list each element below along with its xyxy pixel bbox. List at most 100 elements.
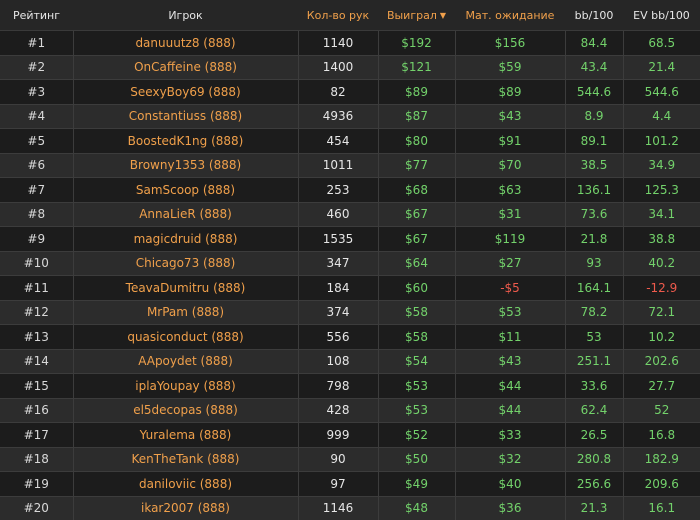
column-header-player[interactable]: Игрок (73, 0, 298, 31)
bb100-cell: 84.4 (565, 31, 623, 56)
ev-cell: $33 (455, 423, 565, 448)
won-cell: $67 (378, 227, 455, 252)
hands-count-cell: 374 (298, 300, 378, 325)
player-name-link[interactable]: Constantiuss (888) (73, 104, 298, 129)
evbb100-cell: 202.6 (623, 349, 700, 374)
player-name-link[interactable]: AnnaLieR (888) (73, 202, 298, 227)
ev-cell: $40 (455, 472, 565, 497)
ev-cell: $11 (455, 325, 565, 350)
evbb100-cell: 21.4 (623, 55, 700, 80)
bb100-cell: 53 (565, 325, 623, 350)
player-name-link[interactable]: TeavaDumitru (888) (73, 276, 298, 301)
won-cell: $50 (378, 447, 455, 472)
won-cell: $67 (378, 202, 455, 227)
rank-cell: #17 (0, 423, 73, 448)
player-name-link[interactable]: iplaYoupay (888) (73, 374, 298, 399)
ev-cell: $43 (455, 349, 565, 374)
player-name-link[interactable]: SamScoop (888) (73, 178, 298, 203)
column-header-evbb100[interactable]: EV bb/100 (623, 0, 700, 31)
player-name-link[interactable]: Chicago73 (888) (73, 251, 298, 276)
rank-cell: #4 (0, 104, 73, 129)
player-name-link[interactable]: MrPam (888) (73, 300, 298, 325)
won-cell: $58 (378, 325, 455, 350)
won-cell: $54 (378, 349, 455, 374)
ev-cell: $27 (455, 251, 565, 276)
column-header-hands[interactable]: Кол-во рук (298, 0, 378, 31)
bb100-cell: 78.2 (565, 300, 623, 325)
bb100-cell: 93 (565, 251, 623, 276)
evbb100-cell: 68.5 (623, 31, 700, 56)
hands-count-cell: 999 (298, 423, 378, 448)
ev-cell: $156 (455, 31, 565, 56)
bb100-cell: 62.4 (565, 398, 623, 423)
ev-cell: $59 (455, 55, 565, 80)
column-header-won-label: Выиграл (387, 9, 437, 22)
player-name-link[interactable]: daniloviic (888) (73, 472, 298, 497)
rank-cell: #11 (0, 276, 73, 301)
ev-cell: $53 (455, 300, 565, 325)
player-name-link[interactable]: AApoydet (888) (73, 349, 298, 374)
evbb100-cell: 38.8 (623, 227, 700, 252)
column-header-rank[interactable]: Рейтинг (0, 0, 73, 31)
won-cell: $53 (378, 374, 455, 399)
won-cell: $87 (378, 104, 455, 129)
bb100-cell: 280.8 (565, 447, 623, 472)
evbb100-cell: 4.4 (623, 104, 700, 129)
evbb100-cell: 34.9 (623, 153, 700, 178)
hands-count-cell: 90 (298, 447, 378, 472)
column-header-bb100[interactable]: bb/100 (565, 0, 623, 31)
player-name-link[interactable]: OnCaffeine (888) (73, 55, 298, 80)
player-name-link[interactable]: Yuralema (888) (73, 423, 298, 448)
hands-count-cell: 460 (298, 202, 378, 227)
hands-count-cell: 428 (298, 398, 378, 423)
player-name-link[interactable]: SeexyBoy69 (888) (73, 80, 298, 105)
player-name-link[interactable]: quasiconduct (888) (73, 325, 298, 350)
rank-cell: #18 (0, 447, 73, 472)
player-name-link[interactable]: magicdruid (888) (73, 227, 298, 252)
player-name-link[interactable]: BoostedK1ng (888) (73, 129, 298, 154)
player-name-link[interactable]: ikar2007 (888) (73, 496, 298, 520)
bb100-cell: 33.6 (565, 374, 623, 399)
won-cell: $52 (378, 423, 455, 448)
player-name-link[interactable]: danuuutz8 (888) (73, 31, 298, 56)
column-header-won[interactable]: Выиграл▼ (378, 0, 455, 31)
player-name-link[interactable]: el5decopas (888) (73, 398, 298, 423)
player-name-link[interactable]: KenTheTank (888) (73, 447, 298, 472)
won-cell: $77 (378, 153, 455, 178)
ev-cell: $63 (455, 178, 565, 203)
bb100-cell: 73.6 (565, 202, 623, 227)
column-header-ev[interactable]: Мат. ожидание (455, 0, 565, 31)
table-header: Рейтинг Игрок Кол-во рук Выиграл▼ Мат. о… (0, 0, 700, 31)
hands-count-cell: 1400 (298, 55, 378, 80)
evbb100-cell: 125.3 (623, 178, 700, 203)
bb100-cell: 8.9 (565, 104, 623, 129)
evbb100-cell: 40.2 (623, 251, 700, 276)
rank-cell: #5 (0, 129, 73, 154)
hands-count-cell: 1146 (298, 496, 378, 520)
player-name-link[interactable]: Browny1353 (888) (73, 153, 298, 178)
hands-count-cell: 1535 (298, 227, 378, 252)
evbb100-cell: 27.7 (623, 374, 700, 399)
rank-cell: #14 (0, 349, 73, 374)
hands-count-cell: 82 (298, 80, 378, 105)
